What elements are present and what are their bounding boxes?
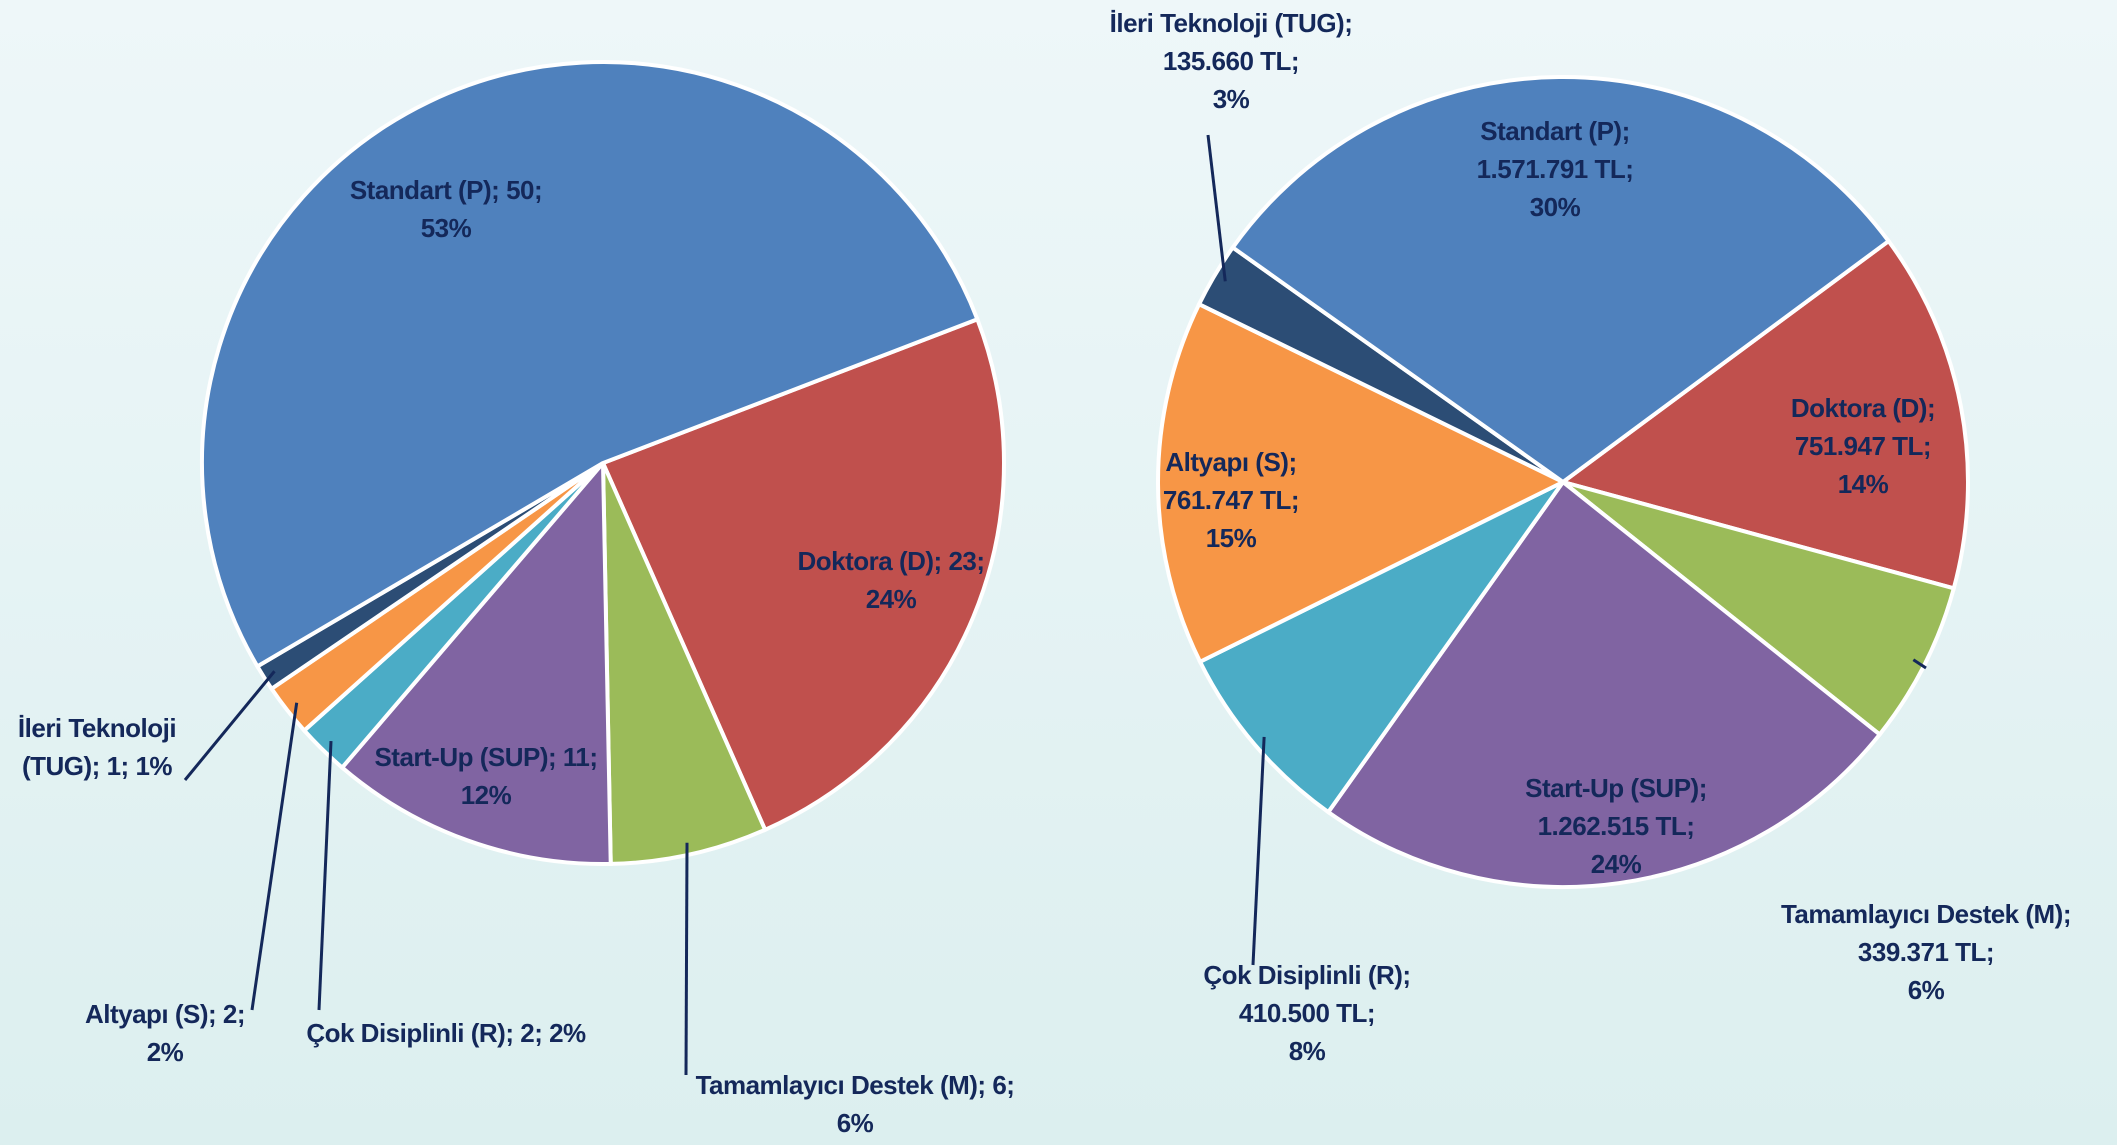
slice-value: 6% — [836, 1108, 874, 1138]
slice-name: Doktora (D); — [1790, 393, 1936, 423]
data-label: Altyapı (S); 761.747 TL; 15% — [1081, 443, 1381, 557]
data-label: Standart (P); 1.571.791 TL; 30% — [1405, 112, 1705, 226]
slice-value: 2; — [222, 999, 246, 1029]
slice-value: 53% — [420, 213, 472, 243]
slice-name: İleri Teknoloji (TUG); — [17, 713, 177, 781]
leader-line — [1206, 134, 1227, 282]
data-label: Start-Up (SUP); 11; 12% — [356, 738, 616, 814]
pie-slice — [601, 462, 768, 866]
pie-slice — [1197, 480, 1565, 815]
slice-value: 1; — [106, 751, 130, 781]
data-label: Tamamlayıcı Destek (M); 339.371 TL; 6% — [1746, 895, 2106, 1009]
slice-value: 12% — [460, 780, 512, 810]
slice-value: 135.660 TL; — [1162, 46, 1300, 76]
slice-value: 24% — [865, 584, 917, 614]
slice-value: 339.371 TL; — [1857, 937, 1995, 967]
slice-value: 2; — [520, 1018, 543, 1048]
slice-name: Standart (P); — [349, 175, 500, 205]
slice-name: Altyapı (S); — [1165, 447, 1297, 477]
leader-line — [1251, 736, 1266, 966]
slice-value: 8% — [1288, 1036, 1326, 1066]
slice-value: 1% — [135, 751, 173, 781]
slice-value: 14% — [1837, 469, 1889, 499]
data-label: Çok Disiplinli (R); 410.500 TL; 8% — [1157, 956, 1457, 1070]
slice-name: Doktora (D); — [797, 546, 942, 576]
slice-value: 3% — [1212, 84, 1250, 114]
slice-name: Start-Up (SUP); — [374, 742, 557, 772]
pie-slice — [600, 316, 1006, 833]
slice-value: 50; — [506, 175, 543, 205]
leader-line — [1912, 658, 1927, 670]
pie-slice — [1229, 75, 1892, 485]
data-label: İleri Teknoloji (TUG); 1; 1% — [0, 709, 212, 785]
data-label: Tamamlayıcı Destek (M); 6; 6% — [675, 1066, 1035, 1142]
data-label: Çok Disiplinli (R); 2; 2% — [301, 1014, 591, 1052]
pie-slice — [1325, 479, 1883, 889]
slice-value: 1.571.791 TL; — [1476, 154, 1634, 184]
slice-name: Standart (P); — [1480, 116, 1630, 146]
leader-line — [183, 670, 276, 781]
slice-value: 23; — [948, 546, 985, 576]
slice-value: 761.747 TL; — [1162, 485, 1300, 515]
slice-value: 24% — [1590, 849, 1642, 879]
slice-value: 6% — [1907, 975, 1945, 1005]
slice-value: 1.262.515 TL; — [1537, 811, 1695, 841]
data-label: Standart (P); 50; 53% — [336, 171, 556, 247]
pie-slice — [200, 60, 980, 670]
leader-line — [317, 740, 333, 1011]
slice-value: 15% — [1205, 523, 1257, 553]
leader-line — [684, 842, 689, 1076]
slice-value: 410.500 TL; — [1238, 998, 1376, 1028]
slice-value: 30% — [1529, 192, 1581, 222]
leader-line — [250, 702, 299, 1011]
slice-name: Tamamlayıcı Destek (M); — [695, 1070, 987, 1100]
slice-value: 11; — [562, 742, 598, 772]
pie-slice — [1558, 238, 1970, 591]
slice-value: 2% — [549, 1018, 586, 1048]
slice-name: İleri Teknoloji (TUG); — [1109, 8, 1353, 38]
data-label: İleri Teknoloji (TUG); 135.660 TL; 3% — [1081, 4, 1381, 118]
data-label: Doktora (D); 23; 24% — [781, 542, 1001, 618]
slice-name: Çok Disiplinli (R); — [306, 1018, 514, 1048]
pie-slice — [1156, 301, 1568, 665]
slice-name: Start-Up (SUP); — [1525, 773, 1707, 803]
slice-value: 6; — [992, 1070, 1015, 1100]
slice-name: Altyapı (S); — [84, 999, 217, 1029]
data-label: Doktora (D); 751.947 TL; 14% — [1713, 389, 2013, 503]
data-label: Altyapı (S); 2; 2% — [65, 995, 265, 1071]
slice-name: Tamamlayıcı Destek (M); — [1780, 899, 2072, 929]
slice-value: 2% — [146, 1037, 184, 1067]
data-label: Start-Up (SUP); 1.262.515 TL; 24% — [1466, 769, 1766, 883]
slice-name: Çok Disiplinli (R); — [1203, 960, 1411, 990]
pie-slice — [339, 457, 613, 866]
slice-value: 751.947 TL; — [1794, 431, 1932, 461]
